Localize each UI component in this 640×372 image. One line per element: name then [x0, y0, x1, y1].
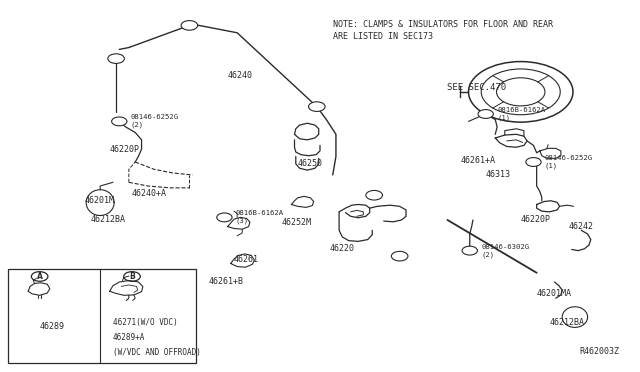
Text: 46261+A: 46261+A — [460, 155, 495, 165]
Text: 46261: 46261 — [234, 255, 259, 264]
Text: (W/VDC AND OFFROAD): (W/VDC AND OFFROAD) — [113, 348, 201, 357]
Text: NOTE: CLAMPS & INSULATORS FOR FLOOR AND REAR
ARE LISTED IN SEC173: NOTE: CLAMPS & INSULATORS FOR FLOOR AND … — [333, 20, 553, 41]
Text: SEE SEC.470: SEE SEC.470 — [447, 83, 507, 92]
Circle shape — [366, 190, 383, 200]
Text: 46250: 46250 — [298, 159, 323, 169]
Text: S: S — [531, 160, 536, 164]
Text: 46220P: 46220P — [521, 215, 551, 224]
Text: S: S — [222, 215, 227, 220]
Text: S: S — [117, 119, 122, 124]
FancyBboxPatch shape — [8, 269, 196, 363]
Text: 46201M: 46201M — [84, 196, 114, 205]
Text: 46242: 46242 — [568, 222, 593, 231]
Text: 46289+A: 46289+A — [113, 333, 145, 342]
Circle shape — [108, 54, 124, 63]
Text: R462003Z: R462003Z — [579, 347, 620, 356]
Text: B: B — [187, 22, 192, 28]
Text: A: A — [113, 56, 119, 62]
Text: S: S — [467, 248, 472, 253]
Text: S: S — [483, 112, 488, 116]
Text: 46220: 46220 — [330, 244, 355, 253]
Circle shape — [111, 117, 127, 126]
Circle shape — [462, 246, 477, 255]
Circle shape — [308, 102, 325, 112]
Text: 08146-6302G
(2): 08146-6302G (2) — [481, 244, 529, 258]
Text: 46289: 46289 — [40, 322, 65, 331]
Text: 46240: 46240 — [228, 71, 253, 80]
Text: B: B — [372, 192, 377, 198]
Text: 46240+A: 46240+A — [132, 189, 167, 198]
Text: B: B — [129, 272, 135, 281]
Text: 46313: 46313 — [486, 170, 511, 179]
Circle shape — [181, 20, 198, 30]
Text: 46212BA: 46212BA — [549, 318, 584, 327]
Text: 46201MA: 46201MA — [537, 289, 572, 298]
Circle shape — [217, 213, 232, 222]
Text: A: A — [36, 272, 42, 281]
Text: 08146-6252G
(1): 08146-6252G (1) — [545, 155, 593, 169]
Text: B: B — [314, 104, 319, 110]
Text: 08146-6252G
(2): 08146-6252G (2) — [131, 114, 179, 128]
Text: 46212BA: 46212BA — [91, 215, 125, 224]
Text: 46220P: 46220P — [109, 145, 140, 154]
Text: 0816B-6162A
(3): 0816B-6162A (3) — [236, 211, 284, 224]
Text: 46271(W/O VDC): 46271(W/O VDC) — [113, 318, 178, 327]
Text: B: B — [397, 253, 403, 259]
Text: 46252M: 46252M — [282, 218, 312, 227]
Text: 46261+B: 46261+B — [209, 278, 243, 286]
Circle shape — [392, 251, 408, 261]
Circle shape — [526, 158, 541, 166]
Circle shape — [478, 110, 493, 118]
Text: 0816B-6162A
(1): 0816B-6162A (1) — [497, 107, 545, 121]
